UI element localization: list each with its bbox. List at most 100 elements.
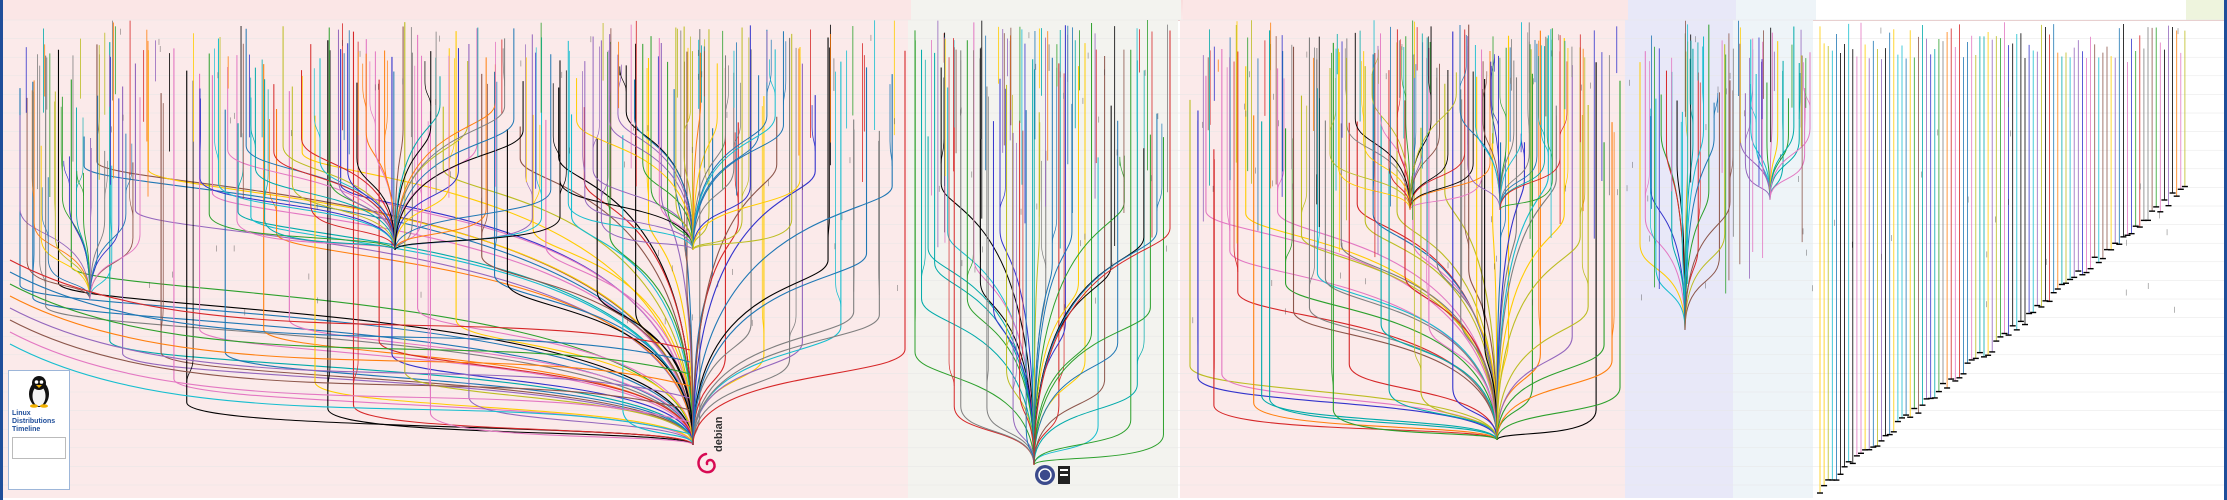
- ubuntu-subbranch: [362, 63, 367, 112]
- early-subbranch: [63, 160, 70, 186]
- redhat-branch: [1197, 110, 1498, 441]
- redhat-branch: [1404, 100, 1498, 441]
- debian-branch: [224, 109, 694, 446]
- knoppix-branch: [667, 61, 694, 251]
- redhat-subbranch: [1581, 115, 1589, 287]
- redhat-subbranch: [1500, 152, 1506, 241]
- android-band: [2186, 0, 2224, 20]
- slackware-branch: [1033, 49, 1132, 466]
- debian-subbranch: [532, 124, 541, 209]
- enoch-branch: [1639, 62, 1686, 331]
- suse-subbranch: [1527, 32, 1530, 134]
- slackware-subbranch: [1019, 130, 1024, 370]
- mandrake-branch: [1354, 32, 1411, 211]
- enoch-subbranch: [1689, 58, 1694, 125]
- debian-subbranch: [835, 71, 842, 307]
- ubuntu-subbranch: [369, 61, 376, 127]
- knoppix-subbranch: [609, 44, 611, 102]
- knoppix-subbranch: [567, 50, 570, 184]
- slackware-subbranch: [986, 96, 989, 388]
- ubuntu-subbranch: [559, 70, 567, 197]
- knoppix-subbranch: [592, 46, 600, 150]
- slackware-branch: [1033, 103, 1073, 466]
- redhat-branch: [1348, 122, 1498, 441]
- sweep-curve: [9, 283, 691, 375]
- slackware-band: [911, 0, 1181, 20]
- knoppix-branch: [692, 72, 735, 251]
- debian-subbranch: [327, 50, 331, 389]
- redhat-branch: [1269, 30, 1498, 441]
- debian-branch: [609, 41, 694, 446]
- other-band: [1816, 0, 2186, 20]
- knoppix-subbranch: [704, 39, 710, 192]
- redhat-branch: [1253, 115, 1498, 441]
- knoppix-branch: [692, 63, 718, 251]
- slackware-branch: [960, 50, 1035, 466]
- mandrake-subbranch: [1427, 36, 1432, 100]
- debian-subbranch: [827, 47, 830, 240]
- knoppix-branch: [675, 27, 694, 251]
- slackware-subbranch: [948, 57, 955, 386]
- ubuntu-branch: [356, 82, 396, 251]
- ubuntu-subbranch: [313, 68, 321, 141]
- slackware-subbranch: [1156, 123, 1163, 212]
- debian-branch: [404, 22, 694, 446]
- debian-branch: [160, 93, 694, 446]
- redhat-branch: [1452, 31, 1498, 441]
- ubuntu-branch: [208, 53, 396, 251]
- suse-branch: [1499, 43, 1538, 211]
- debian-branch: [57, 49, 694, 446]
- early-subbranch: [41, 187, 49, 239]
- slackware-branch: [1033, 134, 1151, 466]
- mandrake-branch: [1329, 67, 1411, 211]
- slackware-branch: [1033, 120, 1119, 466]
- arch-band: [1736, 0, 1816, 20]
- arch-subbranch: [1804, 97, 1806, 135]
- ubuntu-branch: [217, 38, 396, 251]
- debian-branch: [134, 63, 694, 446]
- redhat-branch: [1460, 89, 1498, 441]
- redhat-subbranch: [1464, 34, 1470, 249]
- ubuntu-branch: [394, 81, 524, 251]
- debian-branch: [692, 116, 778, 446]
- debian-branch: [692, 50, 906, 446]
- slackware-branch: [992, 121, 1035, 466]
- early-subbranch: [90, 147, 92, 223]
- suse-branch: [1499, 51, 1561, 211]
- ubuntu-branch: [394, 28, 515, 251]
- debian-branch: [211, 75, 694, 446]
- suse-subbranch: [1459, 35, 1467, 89]
- knoppix-branch: [633, 79, 694, 251]
- sweep-curve: [9, 307, 691, 399]
- knoppix-subbranch: [619, 66, 627, 92]
- slackware-branch: [966, 40, 1035, 466]
- redhat-subbranch: [1226, 67, 1231, 231]
- debian-subbranch: [427, 121, 431, 393]
- sweep-curve: [9, 295, 691, 387]
- redhat-branch: [1332, 42, 1498, 441]
- knoppix-branch: [692, 55, 727, 251]
- mandrake-subbranch: [1413, 64, 1417, 157]
- early-branch: [54, 91, 91, 301]
- knoppix-subbranch: [733, 82, 741, 149]
- mandrake-branch: [1409, 50, 1491, 211]
- enoch-branch: [1676, 100, 1686, 331]
- debian-branch: [429, 111, 694, 446]
- ubuntu-branch: [310, 44, 396, 251]
- debian-branch: [692, 95, 816, 446]
- mandrake-branch: [1409, 49, 1483, 211]
- debian-background: [3, 20, 908, 498]
- enoch-subbranch: [1729, 90, 1734, 182]
- ubuntu-branch: [394, 64, 496, 251]
- redhat-branch: [1496, 105, 1589, 441]
- enoch-branch: [1684, 24, 1710, 331]
- redhat-subbranch: [1481, 89, 1486, 323]
- legend-title: Linux Distributions Timeline: [12, 410, 56, 433]
- redhat-branch: [1213, 149, 1498, 441]
- knoppix-subbranch: [741, 37, 750, 200]
- ubuntu-branch: [337, 29, 396, 251]
- knoppix-subbranch: [725, 65, 729, 115]
- debian-branch: [622, 135, 694, 446]
- year-axis-left: [0, 0, 3, 500]
